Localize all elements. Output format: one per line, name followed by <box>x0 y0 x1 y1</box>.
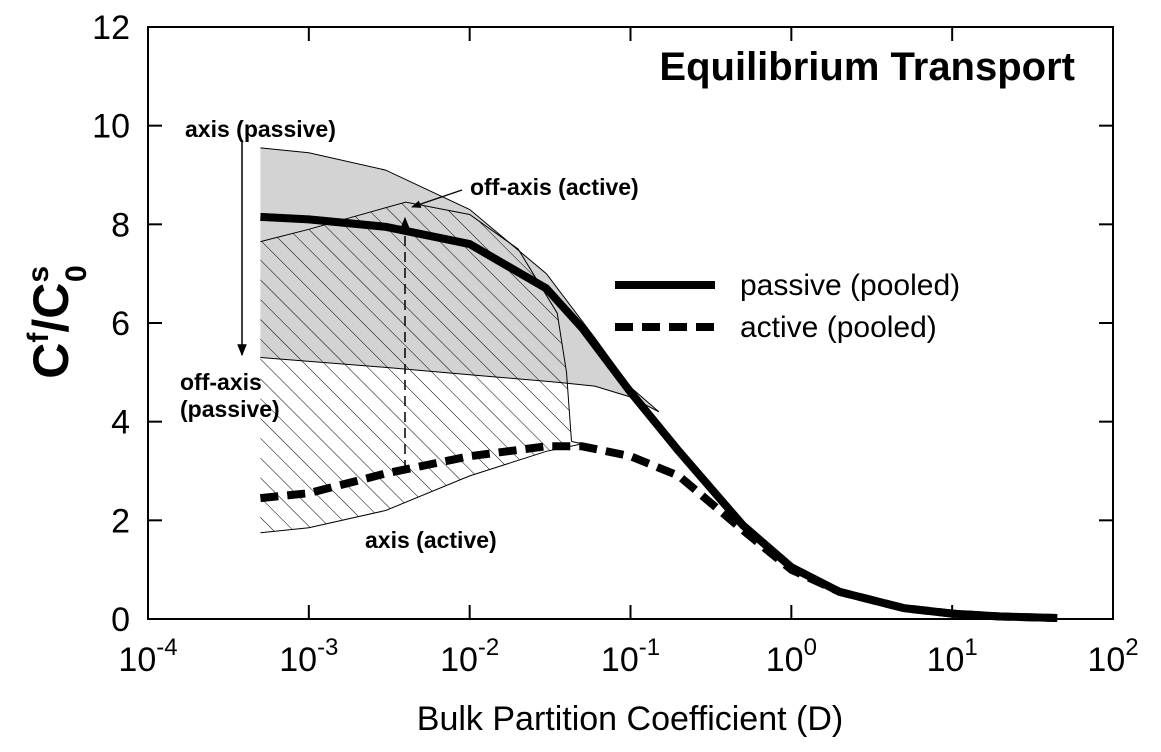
annotation: off-axis (passive) <box>180 369 280 422</box>
annotation: axis (passive) <box>185 116 336 142</box>
tick-exponent: 2 <box>1125 634 1138 661</box>
x-tick-label: 10-1 <box>601 634 660 679</box>
arrow <box>411 189 463 208</box>
annotation-line: (passive) <box>180 396 280 422</box>
y-tick-label: 12 <box>92 9 130 47</box>
tick-base: 10 <box>440 641 478 679</box>
y-tick-label: 6 <box>111 305 130 343</box>
tick-exponent: -4 <box>156 634 177 661</box>
y-label-sup: f <box>22 332 55 343</box>
y-label-sub: 0 <box>60 265 93 282</box>
x-tick-label: 10-3 <box>279 634 338 679</box>
chart-title: Equilibrium Transport <box>659 45 1075 89</box>
tick-base: 10 <box>766 641 804 679</box>
tick-base: 10 <box>927 641 965 679</box>
y-label-part: /C <box>23 283 79 333</box>
y-label-part: C <box>23 343 79 379</box>
regions <box>260 147 660 534</box>
series-line <box>260 212 1058 622</box>
x-tick-label: 102 <box>1087 634 1138 679</box>
y-tick-label: 10 <box>92 108 130 146</box>
lines <box>259 212 1058 622</box>
x-tick-label: 10-4 <box>118 634 177 679</box>
legend-label: passive (pooled) <box>740 269 960 302</box>
legend-label: active (pooled) <box>740 311 937 344</box>
tick-exponent: -2 <box>478 634 499 661</box>
y-axis-label: Cf/Cs 0 <box>22 265 93 378</box>
x-tick-label: 101 <box>927 634 978 679</box>
tick-base: 10 <box>118 641 156 679</box>
y-tick-label: 8 <box>111 206 130 244</box>
y-tick-label: 2 <box>111 502 130 540</box>
shaded-region <box>260 202 583 533</box>
tick-base: 10 <box>601 641 639 679</box>
tick-exponent: -3 <box>317 634 338 661</box>
tick-base: 10 <box>279 641 317 679</box>
y-tick-label: 4 <box>111 404 130 442</box>
annotation: axis (active) <box>365 527 497 553</box>
x-tick-label: 100 <box>766 634 817 679</box>
y-tick-label: 0 <box>111 601 130 639</box>
annotation-line: off-axis <box>180 369 262 395</box>
tick-exponent: -1 <box>639 634 660 661</box>
annotation: off-axis (active) <box>470 174 639 200</box>
y-label-sup: s <box>22 266 55 283</box>
tick-exponent: 0 <box>804 634 817 661</box>
tick-exponent: 1 <box>964 634 977 661</box>
tick-base: 10 <box>1087 641 1125 679</box>
x-axis-label: Bulk Partition Coefficient (D) <box>417 700 843 738</box>
x-tick-label: 10-2 <box>440 634 499 679</box>
